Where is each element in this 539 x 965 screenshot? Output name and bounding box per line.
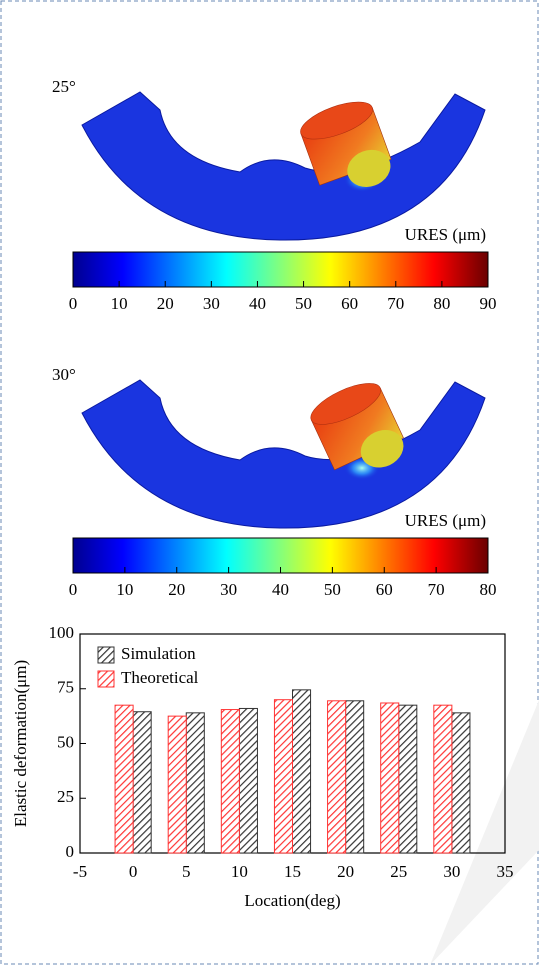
colorbar-label: URES (μm)	[405, 511, 486, 530]
colorbar-tick-label: 60	[341, 294, 358, 313]
bar	[274, 700, 292, 853]
bar	[293, 690, 311, 853]
angle-label: 30°	[52, 365, 76, 384]
bar	[168, 716, 186, 853]
legend-label: Theoretical	[121, 668, 199, 687]
colorbar-tick-label: 20	[168, 580, 185, 599]
colorbar-tick-label: 20	[157, 294, 174, 313]
colorbar-tick-label: 60	[376, 580, 393, 599]
simulation-shape	[82, 375, 485, 528]
colorbar-tick-label: 10	[116, 580, 133, 599]
legend-swatch	[98, 671, 114, 687]
colorbar-tick-label: 0	[69, 580, 78, 599]
bar	[399, 705, 417, 853]
x-axis-label: Location(deg)	[244, 891, 340, 910]
colorbar-tick-label: 90	[480, 294, 497, 313]
bar	[381, 703, 399, 853]
colorbar-tick-label: 30	[220, 580, 237, 599]
x-tick-label: 5	[182, 862, 191, 881]
figure: 25°30° URES (μm)0102030405060708090URES …	[0, 0, 539, 965]
y-tick-label: 25	[57, 787, 74, 806]
colorbar-tick-label: 70	[428, 580, 445, 599]
colorbar-tick-label: 70	[387, 294, 404, 313]
colorbar-tick-label: 80	[480, 580, 497, 599]
legend-label: Simulation	[121, 644, 196, 663]
bar	[186, 713, 204, 853]
colorbar-tick-label: 40	[272, 580, 289, 599]
colorbar-tick-label: 40	[249, 294, 266, 313]
bar	[434, 705, 452, 853]
bar	[328, 701, 346, 853]
colorbar	[73, 252, 488, 287]
y-tick-label: 75	[57, 678, 74, 697]
x-tick-label: 20	[337, 862, 354, 881]
y-tick-label: 0	[66, 842, 75, 861]
x-tick-label: 25	[390, 862, 407, 881]
bar	[346, 701, 364, 853]
colorbar-tick-label: 10	[111, 294, 128, 313]
x-tick-label: -5	[73, 862, 87, 881]
colorbar-label: URES (μm)	[405, 225, 486, 244]
bar	[133, 712, 151, 853]
colorbar-tick-label: 50	[295, 294, 312, 313]
bar	[115, 705, 133, 853]
bar	[452, 713, 470, 853]
bearing	[82, 380, 485, 528]
colorbar-tick-label: 80	[433, 294, 450, 313]
colorbar-tick-label: 0	[69, 294, 78, 313]
y-tick-label: 50	[57, 732, 74, 751]
x-tick-label: 15	[284, 862, 301, 881]
x-tick-label: 30	[443, 862, 460, 881]
bar	[221, 710, 239, 853]
legend-swatch	[98, 647, 114, 663]
x-tick-label: 10	[231, 862, 248, 881]
y-axis-label: Elastic deformation(μm)	[11, 660, 30, 827]
y-tick-label: 100	[49, 623, 75, 642]
colorbar-tick-label: 30	[203, 294, 220, 313]
colorbar-tick-label: 50	[324, 580, 341, 599]
bar	[239, 708, 257, 853]
x-tick-label: 0	[129, 862, 138, 881]
x-tick-label: 35	[497, 862, 514, 881]
simulation-shape	[82, 92, 485, 240]
bearing	[82, 92, 485, 240]
angle-label: 25°	[52, 77, 76, 96]
